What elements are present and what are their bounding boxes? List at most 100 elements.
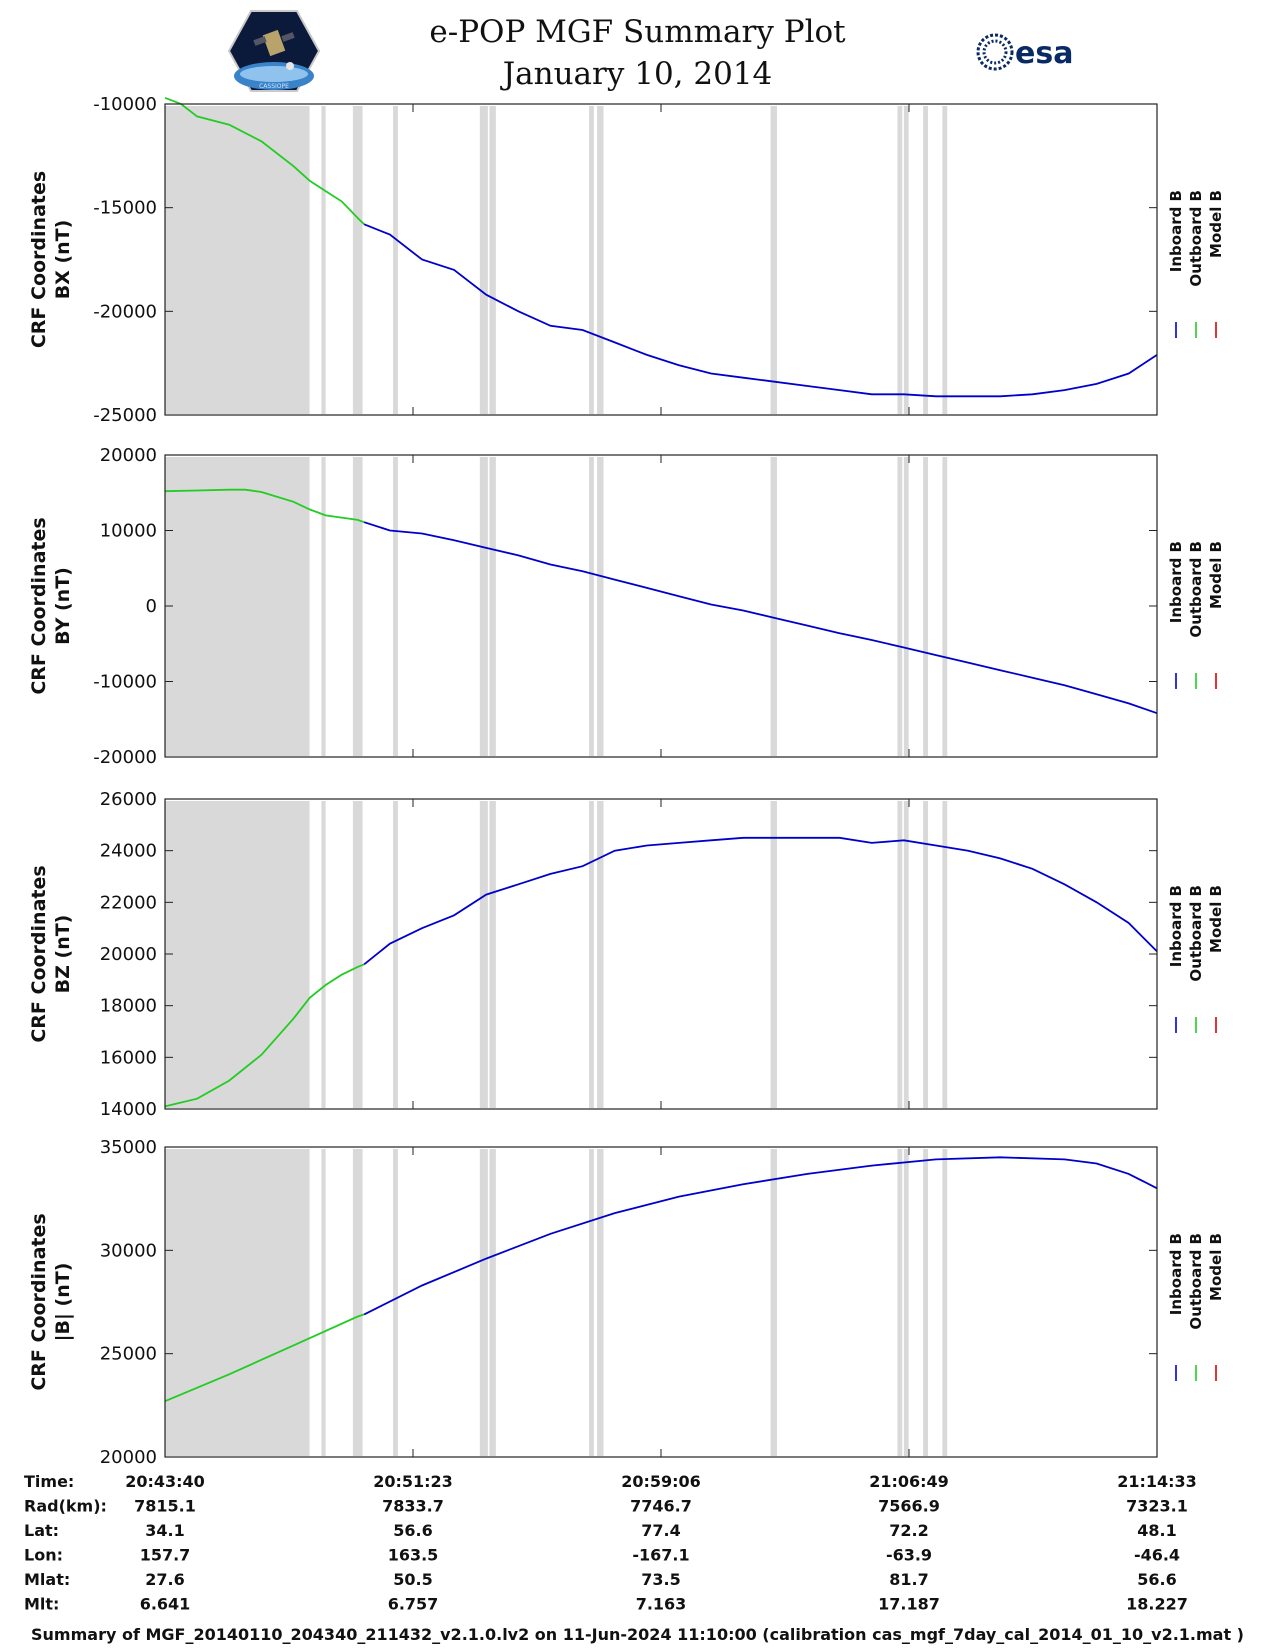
svg-text:esa: esa [1015, 36, 1073, 71]
ephemeris-value: 163.5 [388, 1546, 439, 1565]
shaded-interval [321, 801, 326, 1108]
y-axis-label: BZ (nT) [52, 915, 74, 994]
ephemeris-value: 77.4 [641, 1521, 680, 1540]
y-tick-label: 26000 [100, 789, 157, 810]
ephemeris-value: 6.641 [140, 1595, 191, 1614]
y-tick-label: 10000 [100, 521, 157, 542]
shaded-interval [393, 801, 398, 1108]
chart-date: January 10, 2014 [502, 56, 773, 92]
shaded-interval [597, 801, 604, 1108]
footer-caption: Summary of MGF_20140110_204340_211432_v2… [31, 1625, 1244, 1644]
y-axis-label: BY (nT) [52, 567, 74, 645]
panel-b: 20000 25000 30000 35000 CRF Coordinates |B| (… [28, 1137, 1225, 1468]
y-tick-label: 22000 [100, 892, 157, 913]
ephemeris-value: 73.5 [641, 1570, 680, 1589]
ephemeris-value: 7815.1 [134, 1497, 196, 1516]
shaded-interval [903, 457, 909, 756]
y-axis-label: CRF Coordinates [28, 517, 50, 694]
shaded-interval [597, 457, 604, 756]
ephemeris-value: 20:59:06 [621, 1472, 701, 1491]
y-tick-label: -10000 [93, 94, 157, 115]
panel-by: -20000 -10000 0 10000 20000 CRF Coordinates BY… [28, 445, 1225, 768]
y-tick-label: -20000 [93, 747, 157, 768]
shaded-interval [489, 1149, 496, 1456]
legend-label: Inboard B [1167, 1233, 1185, 1315]
y-tick-label: 20000 [100, 445, 157, 466]
shaded-interval [321, 457, 326, 756]
series-outboard-b [164, 96, 365, 225]
chart-title: e-POP MGF Summary Plot [429, 14, 846, 50]
ephemeris-row-label: Lon: [24, 1546, 63, 1565]
y-tick-label: 18000 [100, 996, 157, 1017]
ephemeris-value: 7566.9 [878, 1497, 940, 1516]
shaded-interval [393, 1149, 398, 1456]
shaded-interval [165, 801, 310, 1108]
shaded-interval [770, 1149, 777, 1456]
legend-label: Model B [1207, 1233, 1225, 1301]
shaded-interval [589, 1149, 594, 1456]
shaded-interval [352, 457, 363, 756]
shaded-interval [589, 801, 594, 1108]
shaded-interval [897, 106, 903, 414]
shaded-interval [165, 457, 310, 756]
y-axis-label: |B| (nT) [52, 1263, 74, 1342]
shaded-interval [321, 1149, 326, 1456]
shaded-interval [897, 457, 903, 756]
shaded-interval [903, 106, 909, 414]
ephemeris-value: -63.9 [886, 1546, 932, 1565]
ephemeris-value: 21:14:33 [1117, 1472, 1197, 1491]
y-tick-label: 16000 [100, 1047, 157, 1068]
shaded-interval [942, 1149, 948, 1456]
ephemeris-row-label: Mlt: [24, 1595, 59, 1614]
y-tick-label: 30000 [100, 1240, 157, 1261]
legend-label: Inboard B [1167, 541, 1185, 623]
shaded-interval [942, 457, 948, 756]
y-tick-label: 14000 [100, 1099, 157, 1120]
panel-bz: 14000 16000 18000 20000 22000 24000 26000 CRF C… [28, 789, 1225, 1120]
shaded-interval [597, 106, 604, 414]
shaded-interval [489, 801, 496, 1108]
ephemeris-row-label: Lat: [24, 1521, 59, 1540]
axes-frame [164, 103, 1158, 416]
ephemeris-value: 56.6 [393, 1521, 432, 1540]
series-inboard-b [363, 836, 1158, 966]
shaded-interval [923, 1149, 928, 1456]
shaded-interval [479, 1149, 488, 1456]
shaded-interval [165, 106, 310, 414]
legend-label: Outboard B [1187, 1233, 1205, 1330]
shaded-interval [903, 801, 909, 1108]
ephemeris-value: 34.1 [145, 1521, 184, 1540]
y-tick-label: 24000 [100, 841, 157, 862]
ephemeris-value: 81.7 [889, 1570, 928, 1589]
shaded-interval [923, 457, 928, 756]
legend-label: Model B [1207, 541, 1225, 609]
ephemeris-value: 21:06:49 [869, 1472, 949, 1491]
panel-bx: -25000 -20000 -15000 -10000 CRF Coordinates B… [28, 94, 1225, 426]
ephemeris-value: 7746.7 [630, 1497, 692, 1516]
y-tick-label: -20000 [93, 301, 157, 322]
ephemeris-row-label: Mlat: [24, 1570, 70, 1589]
ephemeris-value: 20:43:40 [125, 1472, 205, 1491]
y-axis-label: BX (nT) [52, 220, 74, 300]
ephemeris-value: 17.187 [878, 1595, 940, 1614]
shaded-interval [942, 106, 948, 414]
y-tick-label: 20000 [100, 944, 157, 965]
shaded-interval [770, 106, 777, 414]
axes-frame [164, 798, 1158, 1110]
ephemeris-row-label: Time: [24, 1472, 74, 1491]
shaded-interval [489, 457, 496, 756]
shaded-interval [489, 106, 496, 414]
y-tick-label: -15000 [93, 198, 157, 219]
shaded-interval [597, 1149, 604, 1456]
shaded-interval [393, 106, 398, 414]
y-tick-label: -10000 [93, 672, 157, 693]
legend-label: Inboard B [1167, 885, 1185, 967]
ephemeris-value: 50.5 [393, 1570, 432, 1589]
series-inboard-b [363, 1156, 1158, 1316]
y-tick-label: -25000 [93, 405, 157, 426]
ephemeris-value: -167.1 [632, 1546, 689, 1565]
y-axis-label: CRF Coordinates [28, 865, 50, 1042]
shaded-interval [903, 1149, 909, 1456]
shaded-interval [770, 801, 777, 1108]
